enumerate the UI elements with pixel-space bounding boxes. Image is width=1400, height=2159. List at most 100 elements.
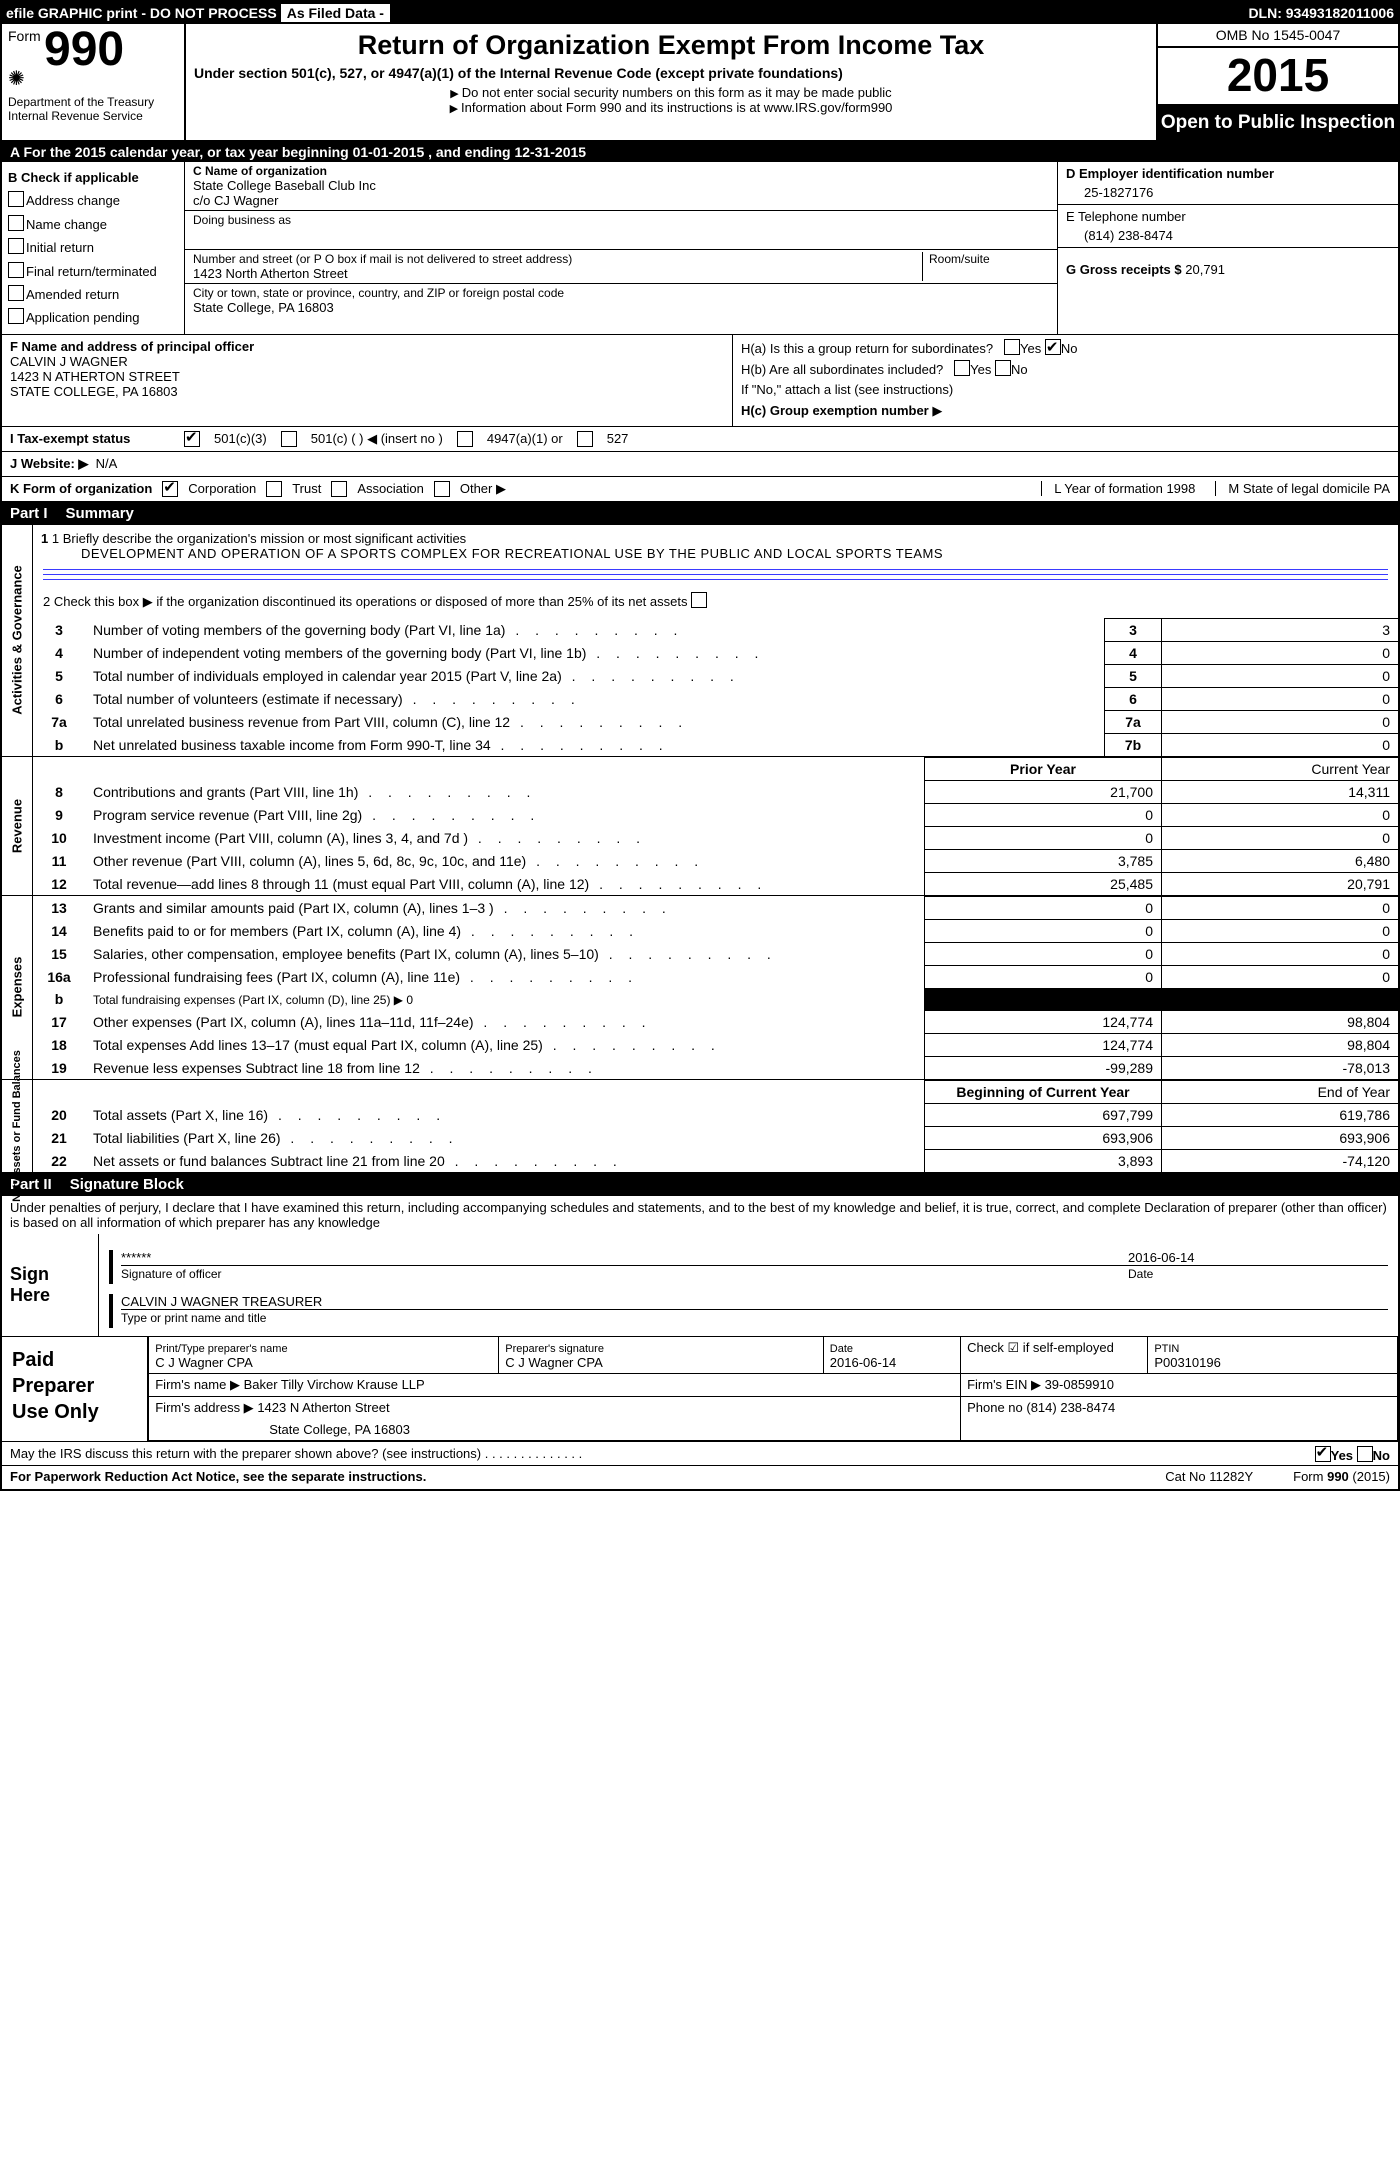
checkbox-final-return[interactable] [8,262,24,278]
gross-receipts: 20,791 [1185,262,1225,277]
paperwork-notice: For Paperwork Reduction Act Notice, see … [10,1469,426,1484]
lbl-application-pending: Application pending [26,310,139,325]
website-value: N/A [96,456,118,471]
g-label: G Gross receipts $ [1066,262,1182,277]
checkbox-ha-no[interactable] [1045,339,1061,355]
checkbox-hb-no[interactable] [995,360,1011,376]
firm-addr-label: Firm's address ▶ [155,1400,253,1415]
city-label: City or town, state or province, country… [193,286,1049,300]
addr-label: Number and street (or P O box if mail is… [193,252,922,266]
dln-label: DLN: [1248,5,1281,21]
section-a-text: A For the 2015 calendar year, or tax yea… [10,144,586,160]
row-13: 13Grants and similar amounts paid (Part … [33,896,1398,919]
f-label: F Name and address of principal officer [10,339,724,354]
lbl-amended-return: Amended return [26,287,119,302]
section-b: B Check if applicable Address change Nam… [2,162,185,334]
section-k: K Form of organization Corporation Trust… [2,477,1398,502]
hdr-prior-year: Prior Year [925,757,1162,780]
header-middle: Return of Organization Exempt From Incom… [186,24,1158,140]
part-ii-header: Part II Signature Block [2,1173,1398,1196]
lbl-address-change: Address change [26,193,120,208]
row-8: 8Contributions and grants (Part VIII, li… [33,780,1398,803]
checkbox-other[interactable] [434,481,450,497]
checkbox-4947[interactable] [457,431,473,447]
checkbox-501c3[interactable] [184,431,200,447]
firm-city: State College, PA 16803 [269,1422,410,1437]
section-d-e-g: D Employer identification number 25-1827… [1057,162,1398,334]
paid-preparer-block: Paid Preparer Use Only Print/Type prepar… [2,1337,1398,1442]
form-word: Form [8,28,41,44]
discuss-with-preparer: May the IRS discuss this return with the… [2,1442,1398,1465]
opt-trust: Trust [292,481,321,496]
checkbox-application-pending[interactable] [8,308,24,324]
opt-other: Other ▶ [460,481,506,497]
perjury-statement: Under penalties of perjury, I declare th… [2,1196,1398,1234]
row-14: 14Benefits paid to or for members (Part … [33,919,1398,942]
checkbox-name-change[interactable] [8,215,24,231]
k-label: K Form of organization [10,481,152,496]
officer-city: STATE COLLEGE, PA 16803 [10,384,724,399]
opt-501c3: 501(c)(3) [214,431,267,446]
checkbox-hb-yes[interactable] [954,360,970,376]
firm-ein: 39-0859910 [1045,1377,1114,1392]
h-a-label: H(a) Is this a group return for subordin… [741,341,993,356]
section-i: I Tax-exempt status 501(c)(3) 501(c) ( )… [2,427,1398,452]
lbl-name-change: Name change [26,217,107,232]
mission-underline-3 [43,579,1388,580]
row-10: 10Investment income (Part VIII, column (… [33,826,1398,849]
signature-of-officer-label: Signature of officer [121,1266,1128,1284]
firm-name-label: Firm's name ▶ [155,1377,240,1392]
cat-no: Cat No 11282Y [1165,1469,1253,1484]
hdr-end-year: End of Year [1162,1080,1399,1103]
part-i-expenses: Expenses 13Grants and similar amounts pa… [2,896,1398,1080]
signature-placeholder: ****** [121,1250,1128,1265]
prep-date: 2016-06-14 [830,1355,897,1370]
prep-sig-label: Preparer's signature [505,1343,604,1355]
checkbox-ha-yes[interactable] [1004,339,1020,355]
page-footer: For Paperwork Reduction Act Notice, see … [2,1465,1398,1489]
sidelabel-net-assets: Net Assets or Fund Balances [2,1080,33,1172]
paid-row-1: Print/Type preparer's nameC J Wagner CPA… [149,1337,1397,1374]
irs-label: Internal Revenue Service [8,109,178,123]
checkbox-501c[interactable] [281,431,297,447]
part-i-governance: Activities & Governance 1 1 Briefly desc… [2,525,1398,757]
gov-row-7a: 7aTotal unrelated business revenue from … [33,710,1398,733]
row-12: 12Total revenue—add lines 8 through 11 (… [33,872,1398,895]
open-to-public: Open to Public Inspection [1158,106,1398,140]
form-subtitle: Under section 501(c), 527, or 4947(a)(1)… [194,65,954,81]
part-i-header: Part I Summary [2,502,1398,525]
checkbox-amended-return[interactable] [8,285,24,301]
paid-preparer-table: Print/Type preparer's nameC J Wagner CPA… [149,1337,1398,1441]
room-suite-label: Room/suite [922,252,1049,281]
checkbox-527[interactable] [577,431,593,447]
checkbox-association[interactable] [331,481,347,497]
checkbox-address-change[interactable] [8,191,24,207]
row-11: 11Other revenue (Part VIII, column (A), … [33,849,1398,872]
checkbox-discuss-no[interactable] [1357,1446,1373,1462]
form-header: Form 990 ✺ Department of the Treasury In… [2,24,1398,142]
checkbox-corporation[interactable] [162,481,178,497]
sign-here-label: Sign Here [2,1234,99,1336]
section-f: F Name and address of principal officer … [2,335,733,426]
opt-527: 527 [607,431,629,446]
as-filed-box: As Filed Data - [281,4,390,22]
form-number: 990 [44,23,124,76]
phone-value: (814) 238-8474 [1066,224,1390,243]
paid-row-3: Firm's address ▶ 1423 N Atherton Street … [149,1396,1397,1419]
checkbox-initial-return[interactable] [8,238,24,254]
m-state-domicile: M State of legal domicile PA [1215,481,1390,496]
checkbox-trust[interactable] [266,481,282,497]
section-c: C Name of organization State College Bas… [185,162,1057,334]
sidelabel-governance: Activities & Governance [2,525,33,756]
firm-addr: 1423 N Atherton Street [257,1400,389,1415]
officer-name: CALVIN J WAGNER [10,354,724,369]
checkbox-discontinued[interactable] [691,592,707,608]
sidelabel-revenue: Revenue [2,757,33,895]
part-i-title: Part I [10,505,48,522]
section-f-h: F Name and address of principal officer … [2,335,1398,427]
row-18: 18Total expenses Add lines 13–17 (must e… [33,1033,1398,1056]
mission-underline-2 [43,574,1388,575]
checkbox-discuss-yes[interactable] [1315,1446,1331,1462]
prep-sig: C J Wagner CPA [505,1355,603,1370]
revenue-header-row: Prior Year Current Year [33,757,1398,780]
